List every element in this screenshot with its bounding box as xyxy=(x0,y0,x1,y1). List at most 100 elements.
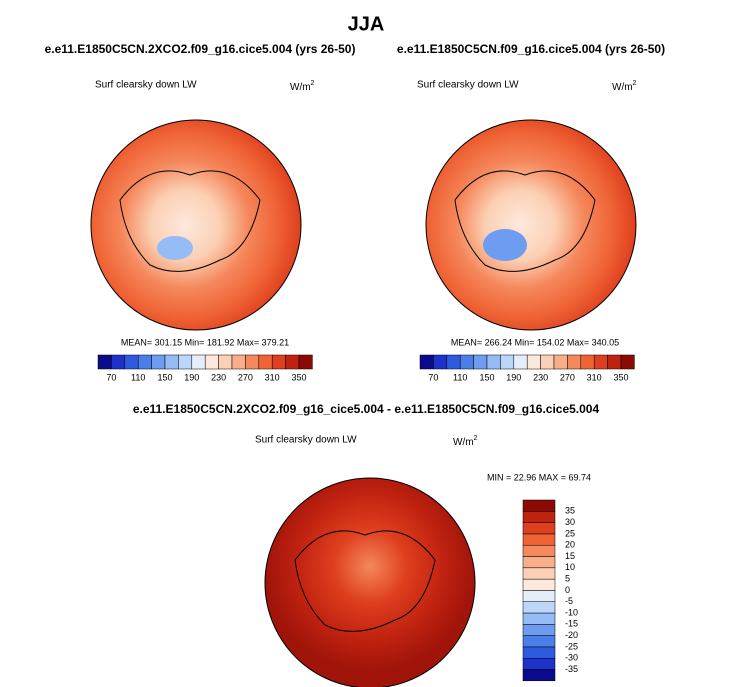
colorbar-label: 25 xyxy=(565,528,575,538)
colorbar-label: 350 xyxy=(291,372,306,382)
colorbar-label: 70 xyxy=(106,372,116,382)
colorbar-box xyxy=(218,354,233,370)
colorbar-box xyxy=(522,657,556,670)
colorbar-box xyxy=(258,354,273,370)
colorbar-label: -35 xyxy=(565,664,578,674)
colorbar-label: 30 xyxy=(565,517,575,527)
colorbar-box xyxy=(124,354,139,370)
units-base: W/m xyxy=(453,437,474,448)
colorbar-label: 5 xyxy=(565,573,570,583)
colorbar-box xyxy=(522,635,556,648)
colorbar-box xyxy=(433,354,448,370)
stats: MEAN= 266.24 Min= 154.02 Max= 340.05 xyxy=(451,337,619,347)
units-base: W/m xyxy=(290,82,311,93)
units-sup: 2 xyxy=(633,80,637,87)
colorbar-box xyxy=(178,354,193,370)
units: W/m2 xyxy=(290,80,315,93)
colorbar-box xyxy=(298,354,313,370)
colorbar-label: 310 xyxy=(587,372,602,382)
colorbar-box xyxy=(164,354,179,370)
colorbar-box xyxy=(522,522,556,535)
colorbar-box xyxy=(137,354,152,370)
colorbar-label: 15 xyxy=(565,551,575,561)
variable: Surf clearsky down LW xyxy=(95,80,197,91)
colorbar-label: 10 xyxy=(565,562,575,572)
colorbar-label: 230 xyxy=(211,372,226,382)
colorbar-box xyxy=(580,354,595,370)
colorbar-box xyxy=(522,499,556,512)
colorbar-box xyxy=(473,354,488,370)
map-feature xyxy=(483,229,527,261)
panel-title: e.e11.E1850C5CN.f09_g16.cice5.004 (yrs 2… xyxy=(397,42,665,56)
variable: Surf clearsky down LW xyxy=(255,435,357,446)
map xyxy=(90,119,302,331)
units: W/m2 xyxy=(453,435,478,448)
colorbar-label: 20 xyxy=(565,540,575,550)
colorbar-label: -30 xyxy=(565,653,578,663)
units-sup: 2 xyxy=(311,80,315,87)
colorbar-label: 150 xyxy=(157,372,172,382)
colorbar-label: 70 xyxy=(428,372,438,382)
stats: MIN = 22.96 MAX = 69.74 xyxy=(487,472,591,482)
colorbar-box xyxy=(522,556,556,569)
colorbar-label: 190 xyxy=(184,372,199,382)
colorbar-label: 0 xyxy=(565,585,570,595)
panel: e.e11.E1850C5CN.2XCO2.f09_g16.cice5.004 … xyxy=(45,42,356,382)
colorbar-box xyxy=(271,354,286,370)
panel: e.e11.E1850C5CN.2XCO2.f09_g16_cice5.004 … xyxy=(133,402,600,687)
colorbar-label: -5 xyxy=(565,596,573,606)
colorbar-label: 190 xyxy=(506,372,521,382)
colorbar-label: 110 xyxy=(131,372,145,382)
colorbar-box xyxy=(151,354,166,370)
colorbar-label: 270 xyxy=(238,372,253,382)
colorbar-box xyxy=(522,669,556,682)
title: JJA xyxy=(348,13,385,35)
colorbar-box xyxy=(526,354,541,370)
colorbar-box xyxy=(522,567,556,580)
colorbar-label: 350 xyxy=(613,372,628,382)
panel-title: e.e11.E1850C5CN.2XCO2.f09_g16_cice5.004 … xyxy=(133,402,600,416)
panel-title: e.e11.E1850C5CN.2XCO2.f09_g16.cice5.004 … xyxy=(45,42,356,56)
units-base: W/m xyxy=(612,82,633,93)
colorbar-box xyxy=(97,354,112,370)
map xyxy=(264,477,476,687)
colorbar-box xyxy=(607,354,622,370)
colorbar-box xyxy=(522,578,556,591)
stats: MEAN= 301.15 Min= 181.92 Max= 379.21 xyxy=(121,337,289,347)
colorbar-label: -20 xyxy=(565,630,578,640)
colorbar-box xyxy=(522,646,556,659)
colorbar-box xyxy=(513,354,528,370)
colorbar: 70 110 150 190 230 270 310 350 xyxy=(97,354,313,382)
colorbar-box xyxy=(522,544,556,557)
colorbar-box xyxy=(459,354,474,370)
colorbar-box xyxy=(522,624,556,636)
variable: Surf clearsky down LW xyxy=(417,80,519,91)
colorbar-label: 150 xyxy=(479,372,494,382)
colorbar-box xyxy=(245,354,260,370)
colorbar-label: 110 xyxy=(453,372,467,382)
panel: e.e11.E1850C5CN.f09_g16.cice5.004 (yrs 2… xyxy=(397,42,665,382)
units-sup: 2 xyxy=(474,435,478,442)
map xyxy=(425,119,637,331)
colorbar-box xyxy=(540,354,555,370)
colorbar-box xyxy=(191,354,206,370)
map-feature xyxy=(157,236,193,260)
colorbar-box xyxy=(593,354,608,370)
colorbar-box xyxy=(522,511,556,523)
colorbar-label: -15 xyxy=(565,619,578,629)
colorbar-box xyxy=(486,354,501,370)
colorbar-box xyxy=(620,354,635,370)
colorbar-box xyxy=(522,601,556,614)
colorbar-box xyxy=(204,354,219,370)
coastline xyxy=(294,530,436,632)
units: W/m2 xyxy=(612,80,637,93)
colorbar-box xyxy=(522,590,556,602)
colorbar: 70 110 150 190 230 270 310 350 xyxy=(419,354,635,382)
colorbar-label: 270 xyxy=(560,372,575,382)
colorbar-label: 35 xyxy=(565,506,575,516)
colorbar-box xyxy=(285,354,300,370)
colorbar-label: -25 xyxy=(565,641,578,651)
coastline xyxy=(119,170,261,272)
